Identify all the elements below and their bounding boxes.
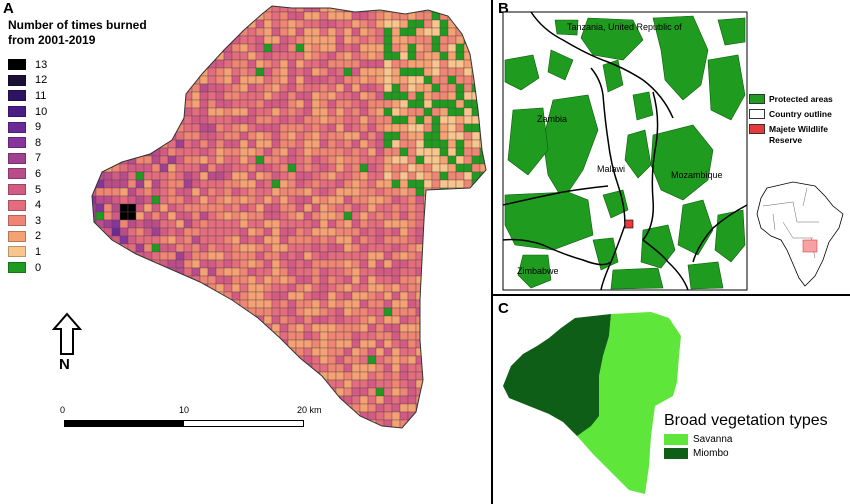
burn-legend-label: 11 — [35, 89, 47, 102]
burn-legend-label: 2 — [35, 230, 42, 243]
burn-legend-swatch — [8, 215, 26, 227]
scale-label-20: 20 km — [297, 405, 322, 415]
burn-legend-item: 13 — [8, 57, 47, 73]
burn-legend-swatch — [8, 137, 26, 149]
panel-c: C Broad vegetation types Savanna Miombo — [493, 296, 850, 504]
north-label: N — [59, 356, 70, 373]
burn-legend-swatch — [8, 106, 26, 118]
label-malawi: Malawi — [597, 164, 625, 174]
horizontal-divider — [491, 294, 850, 296]
burn-legend-swatch — [8, 246, 26, 258]
burn-legend-label: 8 — [35, 136, 42, 149]
burn-legend-item: 5 — [8, 182, 47, 198]
legend-country-outline: Country outline — [749, 109, 841, 119]
burn-legend-label: 12 — [35, 74, 48, 87]
burn-legend-swatch — [8, 262, 26, 274]
burn-legend-item: 2 — [8, 229, 47, 245]
burn-legend-item: 0 — [8, 260, 47, 276]
panel-b-label: B — [498, 0, 509, 17]
miombo-region — [503, 314, 611, 436]
burn-legend-label: 9 — [35, 121, 42, 134]
burn-legend-swatch — [8, 230, 26, 242]
burn-legend-swatch — [8, 168, 26, 180]
regional-map: Tanzania, United Republic of Zambia Mala… — [502, 11, 844, 291]
burn-legend-item: 10 — [8, 104, 47, 120]
burn-legend-swatch — [8, 59, 26, 71]
burn-legend-item: 7 — [8, 151, 47, 167]
vertical-divider — [491, 0, 493, 504]
label-tanzania: Tanzania, United Republic of — [567, 22, 682, 32]
burn-legend-swatch — [8, 184, 26, 196]
vegetation-legend-title: Broad vegetation types — [664, 412, 828, 429]
label-zimbabwe: Zimbabwe — [517, 266, 559, 276]
vegetation-legend: Broad vegetation types Savanna Miombo — [664, 412, 828, 462]
scale-label-0: 0 — [60, 405, 66, 415]
burn-legend-item: 6 — [8, 166, 47, 182]
burn-legend-label: 3 — [35, 214, 42, 227]
burn-legend-item: 8 — [8, 135, 47, 151]
burn-legend-item: 4 — [8, 197, 47, 213]
burn-legend-item: 1 — [8, 244, 47, 260]
burn-legend-item: 11 — [8, 88, 47, 104]
scale-bar — [64, 420, 304, 427]
burn-legend-label: 0 — [35, 261, 42, 274]
africa-inset — [756, 181, 844, 287]
burn-legend-title: Number of times burned from 2001-2019 — [8, 18, 147, 47]
burn-legend-label: 5 — [35, 183, 42, 196]
regional-legend: Protected areas Country outline Majete W… — [749, 94, 841, 151]
burn-legend-label: 7 — [35, 152, 42, 165]
panel-c-label: C — [498, 300, 509, 317]
label-zambia: Zambia — [537, 114, 567, 124]
burn-legend-item: 9 — [8, 119, 47, 135]
scale-label-10: 10 — [179, 405, 190, 415]
burn-legend-swatch — [8, 90, 26, 102]
burn-legend-swatch — [8, 121, 26, 133]
panel-a-label: A — [3, 0, 14, 17]
burn-legend-item: 12 — [8, 73, 47, 89]
savanna-region — [577, 312, 681, 494]
north-arrow-icon — [52, 312, 82, 355]
burn-legend-swatch — [8, 199, 26, 211]
legend-savanna: Savanna — [664, 434, 828, 445]
label-mozambique: Mozambique — [671, 170, 723, 180]
burn-legend-label: 1 — [35, 245, 42, 258]
burn-legend-label: 13 — [35, 58, 48, 71]
vegetation-map — [503, 312, 681, 494]
burn-legend-swatch — [8, 74, 26, 86]
burn-frequency-map — [91, 5, 487, 429]
burn-legend-label: 6 — [35, 167, 42, 180]
burn-legend-label: 4 — [35, 199, 42, 212]
legend-majete-reserve: Majete Wildlife Reserve — [749, 124, 841, 146]
legend-protected-areas: Protected areas — [749, 94, 841, 104]
burn-legend: 13 12 11 10 9 8 7 6 5 4 3 2 1 0 — [8, 57, 47, 275]
panel-a: A Number of times burned from 2001-2019 … — [3, 0, 487, 429]
legend-miombo: Miombo — [664, 448, 828, 459]
protected-areas — [504, 15, 746, 290]
burn-legend-swatch — [8, 152, 26, 164]
burn-legend-label: 10 — [35, 105, 48, 118]
panel-b: B — [493, 0, 850, 294]
burn-legend-item: 3 — [8, 213, 47, 229]
country-outlines — [502, 11, 748, 291]
